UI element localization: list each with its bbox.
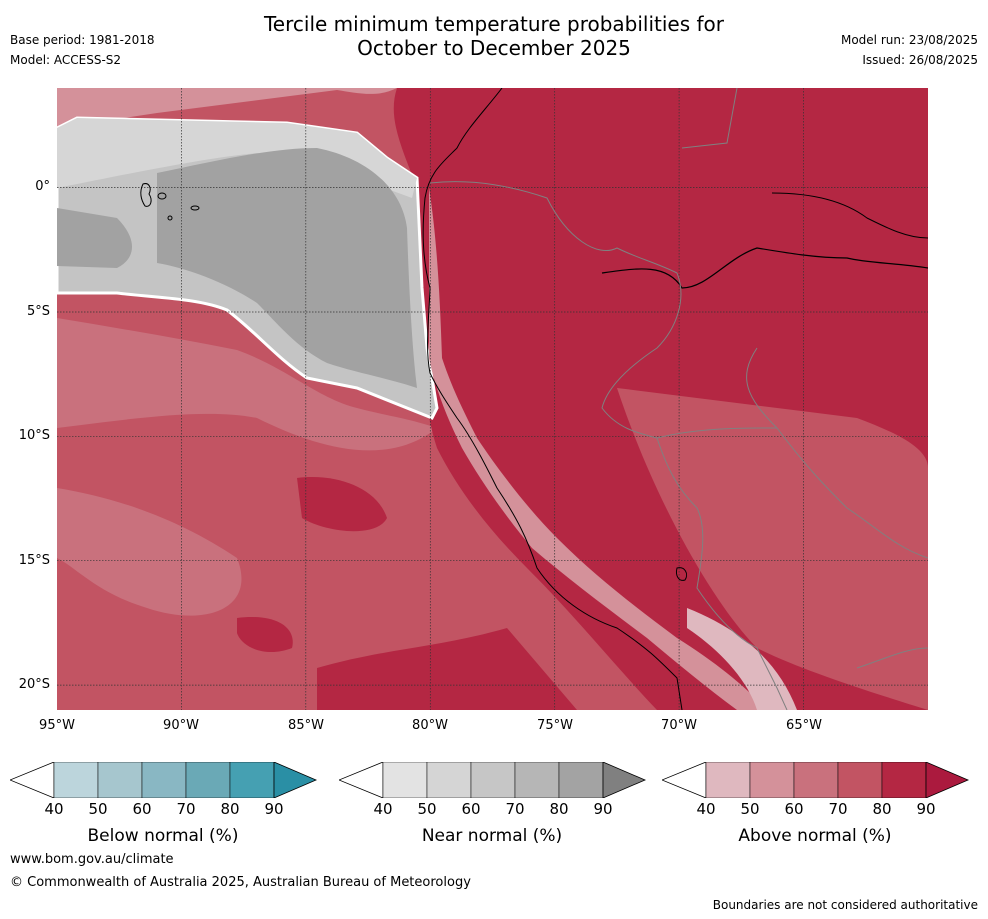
cb-near-tick-60: 60 bbox=[461, 800, 481, 818]
cb-below-title: Below normal (%) bbox=[87, 826, 239, 846]
graticule bbox=[57, 88, 928, 710]
galapagos-islands bbox=[140, 183, 200, 221]
lat-tick-10s: 10°S bbox=[18, 428, 50, 443]
lon-tick-95w: 95°W bbox=[39, 718, 75, 733]
cb-above-tick-80: 80 bbox=[872, 800, 892, 818]
model-label: Model: ACCESS-S2 bbox=[10, 53, 122, 67]
cb-below-tick-70: 70 bbox=[176, 800, 196, 818]
issued-label: Issued: 26/08/2025 bbox=[862, 53, 978, 67]
cb-near-title: Near normal (%) bbox=[421, 826, 563, 846]
river bbox=[601, 247, 928, 289]
colorbar-below-under bbox=[10, 762, 55, 798]
cb-below-tick-60: 60 bbox=[132, 800, 152, 818]
lat-tick-5s: 5°S bbox=[26, 304, 50, 319]
probability-map bbox=[57, 88, 928, 710]
ocean-patch-north bbox=[57, 88, 397, 128]
cb-above-tick-50: 50 bbox=[740, 800, 760, 818]
copyright-text: © Commonwealth of Australia 2025, Austra… bbox=[10, 875, 471, 890]
cb-below-tick-40: 40 bbox=[44, 800, 64, 818]
near-normal-80-west bbox=[57, 208, 132, 268]
lon-tick-85w: 85°W bbox=[288, 718, 324, 733]
title-line-1: Tercile minimum temperature probabilitie… bbox=[263, 12, 725, 36]
river-north bbox=[771, 192, 928, 239]
cb-near-tick-90: 90 bbox=[593, 800, 613, 818]
colorbar-near-under bbox=[339, 762, 384, 798]
cb-near-tick-40: 40 bbox=[373, 800, 393, 818]
colorbar-above-normal bbox=[662, 762, 970, 798]
cb-above-tick-40: 40 bbox=[696, 800, 716, 818]
lon-tick-70w: 70°W bbox=[661, 718, 697, 733]
lon-tick-80w: 80°W bbox=[412, 718, 448, 733]
lat-tick-20s: 20°S bbox=[18, 677, 50, 692]
colorbar-below-over bbox=[273, 762, 318, 798]
coastline bbox=[422, 88, 683, 710]
ocean-patch-60b bbox=[57, 488, 242, 616]
cb-near-tick-50: 50 bbox=[417, 800, 437, 818]
ocean-patch-80c bbox=[317, 628, 577, 710]
lon-tick-90w: 90°W bbox=[163, 718, 199, 733]
colorbar-near-normal bbox=[339, 762, 647, 798]
ocean-patch-80b bbox=[237, 617, 293, 653]
cb-above-title: Above normal (%) bbox=[738, 826, 892, 846]
metadata-right: Model run: 23/08/2025 Issued: 26/08/2025 bbox=[841, 30, 978, 70]
ocean-patch-80 bbox=[297, 477, 387, 532]
colorbar-near-over bbox=[602, 762, 647, 798]
cb-near-tick-80: 80 bbox=[549, 800, 569, 818]
near-normal-50 bbox=[57, 118, 417, 198]
colorbar-above-under bbox=[662, 762, 707, 798]
model-run-label: Model run: 23/08/2025 bbox=[840, 33, 978, 47]
lon-tick-75w: 75°W bbox=[537, 718, 573, 733]
cb-below-tick-50: 50 bbox=[88, 800, 108, 818]
cb-above-tick-60: 60 bbox=[784, 800, 804, 818]
lon-tick-65w: 65°W bbox=[786, 718, 822, 733]
title-line-2: October to December 2025 bbox=[357, 36, 631, 60]
disclaimer-text: Boundaries are not considered authoritat… bbox=[712, 898, 978, 912]
cb-below-tick-80: 80 bbox=[220, 800, 240, 818]
metadata-left: Base period: 1981-2018 Model: ACCESS-S2 bbox=[10, 30, 155, 70]
lake-titicaca bbox=[676, 567, 688, 581]
colorbar-above-over bbox=[925, 762, 970, 798]
lat-tick-0: 0° bbox=[35, 179, 50, 194]
cb-near-tick-70: 70 bbox=[505, 800, 525, 818]
lat-tick-15s: 15°S bbox=[18, 553, 50, 568]
page-title: Tercile minimum temperature probabilitie… bbox=[0, 12, 988, 60]
country-borders bbox=[429, 88, 928, 710]
altiplano-light bbox=[687, 608, 797, 710]
colorbar-below-normal bbox=[10, 762, 318, 798]
cb-above-tick-70: 70 bbox=[828, 800, 848, 818]
base-period-label: Base period: 1981-2018 bbox=[10, 33, 155, 47]
website-link[interactable]: www.bom.gov.au/climate bbox=[10, 852, 174, 867]
cb-above-tick-90: 90 bbox=[916, 800, 936, 818]
near-normal-80 bbox=[157, 148, 417, 388]
cb-below-tick-90: 90 bbox=[264, 800, 284, 818]
ocean-patch-60 bbox=[57, 318, 437, 451]
interior-south-70 bbox=[617, 388, 928, 710]
